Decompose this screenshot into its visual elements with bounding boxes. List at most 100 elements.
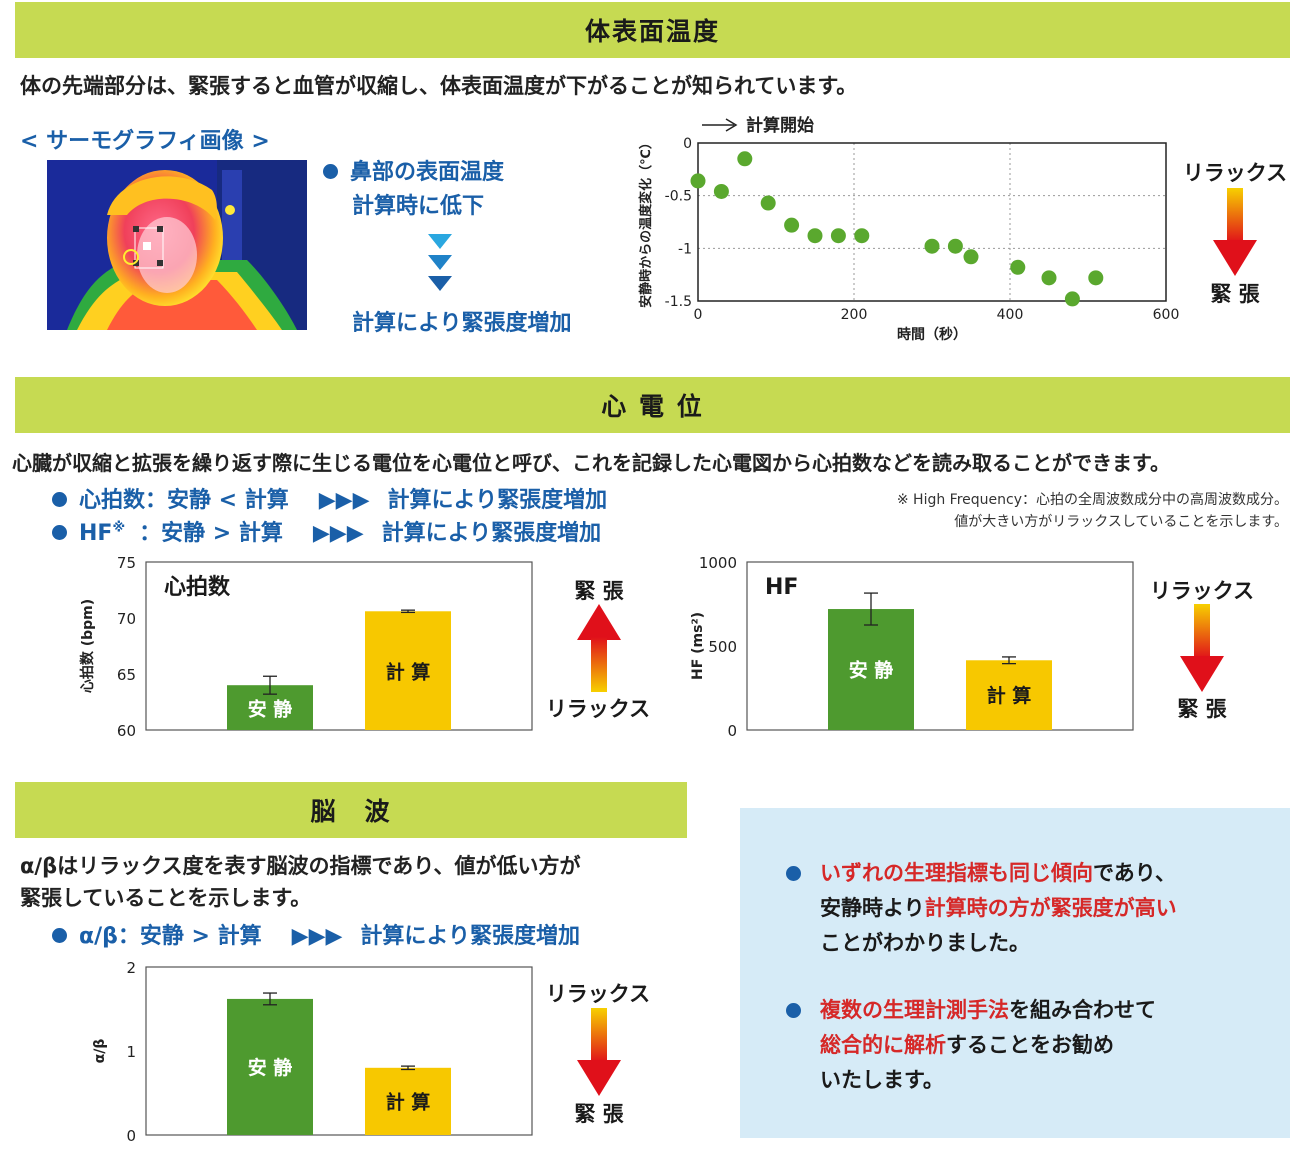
data-point	[713, 183, 729, 199]
y-tick-label: 0	[727, 722, 737, 740]
bar-label: 安 静	[248, 1056, 293, 1079]
section-band-eeg: 脳 波	[15, 782, 687, 838]
triple-arrow-icon: ▶▶▶	[312, 521, 364, 546]
y-tick-label: 0	[683, 136, 692, 152]
y-tick-label: -0.5	[665, 189, 692, 205]
x-tick-label: 400	[997, 307, 1024, 323]
data-point	[963, 249, 979, 265]
down-arrow-icon	[1180, 604, 1224, 692]
down-arrow-icon	[577, 1008, 621, 1096]
eeg-intro: α/βはリラックス度を表す脳波の指標であり、値が低い方が 緊張していることを示し…	[20, 850, 580, 914]
data-point	[854, 228, 870, 244]
y-axis-label: α/β	[92, 1039, 108, 1064]
ab-result: 計算により緊張度増加	[360, 924, 580, 949]
summary-text: 安静時より	[820, 896, 925, 920]
ab-compare: α/β：安静 > 計算	[79, 924, 262, 949]
bullet-icon	[786, 866, 801, 881]
data-point	[1010, 259, 1026, 275]
data-point	[947, 238, 963, 254]
bar-label: 計 算	[987, 684, 1032, 707]
temperature-intro: 体の先端部分は、緊張すると血管が収縮し、体表面温度が下がることが知られています。	[20, 74, 858, 98]
data-point	[924, 238, 940, 254]
summary-text: ことがわかりました。	[820, 931, 1030, 955]
y-tick-label: 1	[126, 1043, 136, 1061]
summary-text: を組み合わせて	[1009, 998, 1156, 1022]
bullet-icon	[52, 524, 67, 540]
y-tick-label: -1.5	[665, 294, 692, 310]
bullet-icon	[52, 491, 67, 507]
summary-text: いたします。	[820, 1068, 944, 1092]
plot-frame	[145, 561, 533, 731]
chart-title: 心拍数	[164, 574, 231, 600]
hf-note-line1: ※ High Frequency：心拍の全周波数成分中の高周波数成分。	[896, 492, 1288, 508]
summary-text: することをお勧め	[946, 1033, 1114, 1057]
y-tick-label: 2	[126, 959, 136, 977]
y-axis-label: 心拍数 (bpm)	[79, 599, 96, 693]
bullet-icon	[323, 163, 338, 179]
data-point	[830, 228, 846, 244]
temperature-scatter-chart: 0 200 400 600 0 -0.5 -1 -1.5 時間（秒） 安静時からの温度変化（℃） 計…	[638, 115, 1179, 343]
x-axis-label: 時間（秒）	[897, 326, 967, 343]
eeg-intro-line2: 緊張していることを示します。	[20, 886, 312, 910]
bar	[365, 1067, 451, 1135]
y-tick-label: 500	[708, 638, 737, 656]
data-point	[690, 173, 706, 189]
eeg-intro-line1: α/βはリラックス度を表す脳波の指標であり、値が低い方が	[20, 854, 581, 878]
bar	[365, 611, 451, 730]
section-band-temperature: 体表面温度	[15, 2, 1290, 58]
summary-highlight: 複数の生理計測手法	[820, 998, 1009, 1022]
hf-result: 計算により緊張度増加	[381, 521, 602, 546]
bar	[227, 998, 313, 1135]
down-triangles-icon	[428, 234, 452, 291]
bullet-icon	[52, 927, 67, 943]
hf-bar-chart: 0 500 1000 HF (ms²) HF 安 静計 算	[690, 554, 1134, 740]
down-arrow-icon	[1213, 188, 1257, 276]
hr-result: 計算により緊張度増加	[387, 488, 608, 513]
bullet-icon	[786, 1003, 801, 1018]
y-tick-label: 70	[117, 610, 136, 628]
bar-label: 計 算	[386, 1090, 431, 1113]
data-point	[760, 195, 776, 211]
summary-point-1: いずれの生理指標も同じ傾向であり、 安静時より計算時の方が緊張度が高い ことがわ…	[786, 856, 1177, 961]
plot-frame	[145, 966, 533, 1136]
thermography-label: < サーモグラフィ画像 >	[20, 129, 270, 154]
summary-box: いずれの生理指標も同じ傾向であり、 安静時より計算時の方が緊張度が高い ことがわ…	[740, 808, 1290, 1138]
y-tick-label: -1	[678, 241, 692, 257]
nose-temp-line1: 鼻部の表面温度	[350, 160, 505, 185]
ecg-bullet-hr: 心拍数：安静 < 計算 ▶▶▶ 計算により緊張度増加	[52, 482, 607, 514]
bar	[966, 660, 1052, 730]
temp-arrow-bottom-label: 緊 張	[1210, 282, 1260, 306]
y-tick-label: 1000	[699, 554, 737, 572]
data-point	[1088, 270, 1104, 286]
temp-arrow-top-label: リラックス	[1182, 161, 1288, 185]
y-axis-label: 安静時からの温度変化（℃）	[638, 136, 654, 308]
y-axis-label: HF (ms²)	[690, 612, 706, 680]
y-tick-label: 0	[126, 1127, 136, 1145]
x-tick-label: 0	[694, 307, 703, 323]
summary-highlight: いずれの生理指標も同じ傾向	[820, 861, 1093, 885]
summary-highlight: 総合的に解析	[820, 1033, 946, 1057]
data-point	[807, 228, 823, 244]
plot-frame	[697, 142, 1167, 302]
annotation-label: 計算開始	[746, 115, 814, 136]
ab-arrow-top-label: リラックス	[545, 982, 651, 1006]
alpha-beta-bar-chart: 0 1 2 α/β 安 静計 算	[92, 959, 533, 1145]
hf-note-line2: 値が大きい方がリラックスしていることを示します。	[954, 514, 1288, 530]
nose-temp-line2: 計算時に低下	[352, 194, 485, 219]
x-tick-label: 200	[841, 307, 868, 323]
hf-note-mark: ※	[112, 520, 126, 536]
annotation-arrowhead-icon	[725, 118, 738, 132]
summary-text: であり、	[1093, 861, 1176, 885]
hf-arrow-top-label: リラックス	[1149, 579, 1255, 603]
up-arrow-icon	[577, 604, 621, 692]
summary-highlight: 計算時の方が緊張度が高い	[924, 896, 1177, 920]
data-point	[784, 217, 800, 233]
hr-compare: 心拍数：安静 < 計算	[79, 488, 289, 513]
hf-arrow-bottom-label: 緊 張	[1177, 697, 1227, 721]
eeg-bullet: α/β：安静 > 計算 ▶▶▶ 計算により緊張度増加	[52, 918, 580, 950]
bar-label: 安 静	[248, 698, 293, 721]
triple-arrow-icon: ▶▶▶	[318, 488, 370, 513]
temperature-result: 計算により緊張度増加	[352, 311, 572, 336]
y-tick-label: 75	[117, 554, 136, 572]
